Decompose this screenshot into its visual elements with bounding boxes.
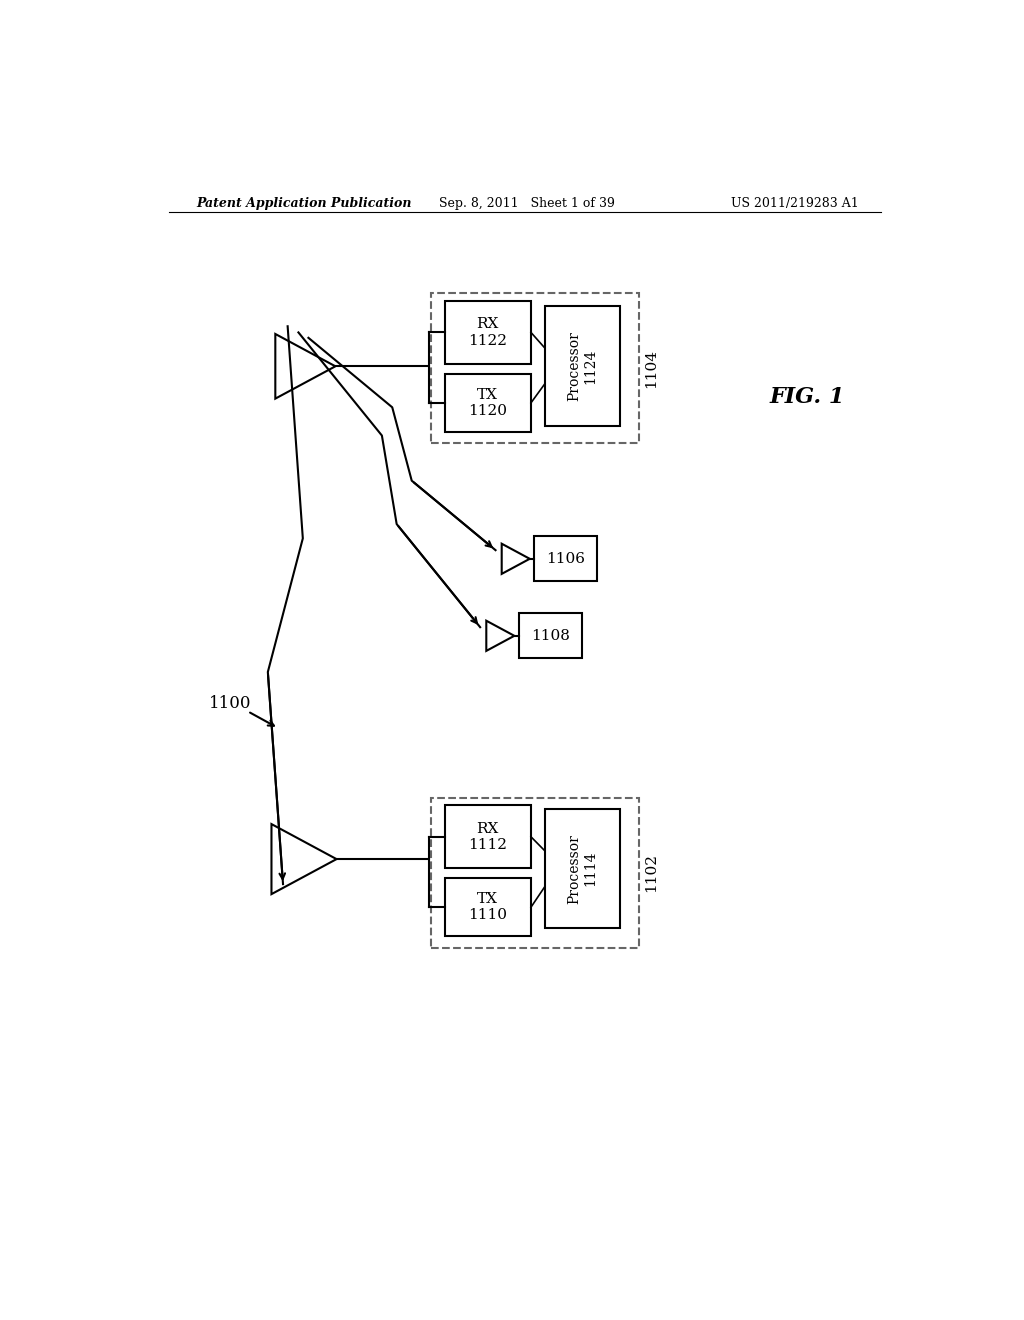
Text: Patent Application Publication: Patent Application Publication — [196, 197, 412, 210]
Text: 1108: 1108 — [531, 628, 570, 643]
Bar — [545, 809, 621, 928]
Text: 1102: 1102 — [644, 853, 658, 892]
Text: 1104: 1104 — [644, 348, 658, 388]
Bar — [535, 536, 597, 581]
Text: Processor
1114: Processor 1114 — [567, 834, 598, 904]
Text: 1106: 1106 — [547, 552, 586, 566]
Text: RX
1122: RX 1122 — [468, 317, 507, 347]
Bar — [444, 878, 531, 936]
Text: US 2011/219283 A1: US 2011/219283 A1 — [731, 197, 859, 210]
Text: Sep. 8, 2011   Sheet 1 of 39: Sep. 8, 2011 Sheet 1 of 39 — [438, 197, 614, 210]
Bar — [444, 301, 531, 364]
Text: TX
1120: TX 1120 — [468, 388, 507, 418]
Bar — [431, 293, 639, 444]
Text: Processor
1124: Processor 1124 — [567, 331, 598, 401]
Bar — [545, 306, 621, 425]
Bar — [431, 797, 639, 948]
Text: FIG. 1: FIG. 1 — [770, 387, 845, 408]
Text: TX
1110: TX 1110 — [468, 892, 507, 923]
Text: RX
1112: RX 1112 — [468, 821, 507, 851]
Bar — [444, 374, 531, 432]
Text: 1100: 1100 — [209, 696, 252, 711]
Bar — [519, 614, 582, 659]
Bar — [444, 805, 531, 869]
